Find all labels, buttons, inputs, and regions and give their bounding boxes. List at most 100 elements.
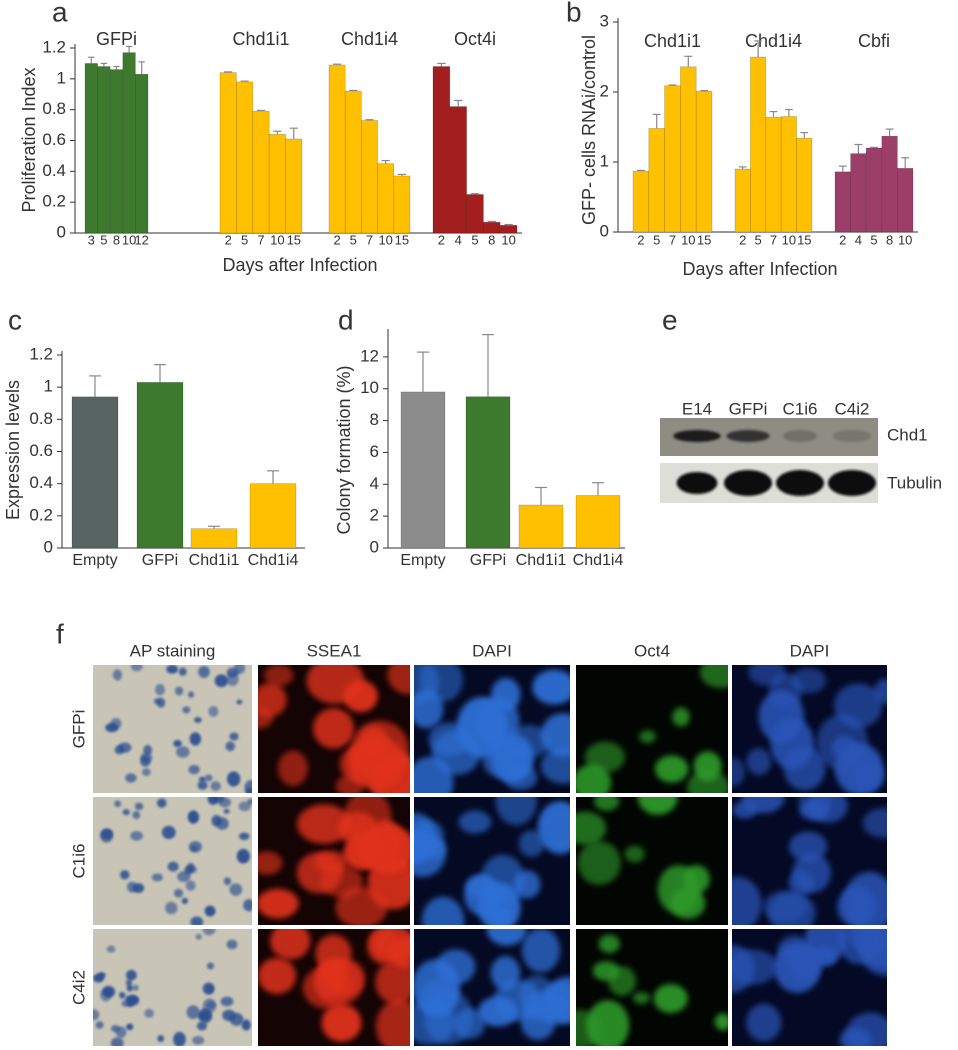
cell-blob <box>414 959 461 1015</box>
cell-blob <box>234 665 246 675</box>
cell-blob <box>632 992 650 1005</box>
image-content <box>414 665 570 793</box>
cell-blob <box>682 865 710 894</box>
group-label: Chd1i4 <box>341 29 398 49</box>
cell-blob <box>428 722 470 757</box>
x-tick-label: 10 <box>270 232 284 247</box>
image-content <box>258 665 410 793</box>
cell-blob <box>453 1008 486 1040</box>
cell-blob <box>223 808 230 814</box>
cell-blob <box>119 991 126 999</box>
error-bar <box>273 130 282 135</box>
bar <box>249 483 297 549</box>
image-content <box>732 929 887 1046</box>
x-tick-label: 10 <box>782 232 796 247</box>
x-tick-label: 8 <box>886 232 893 247</box>
cell-blob <box>375 999 410 1046</box>
blot-row-label: Tubulin <box>887 473 942 492</box>
cell-blob <box>687 769 728 793</box>
cell-blob <box>226 672 239 687</box>
cell-blob <box>226 939 238 950</box>
cell-blob <box>465 874 494 899</box>
error-bar <box>100 62 108 67</box>
cell-blob <box>193 717 202 723</box>
column-header: DAPI <box>472 641 512 660</box>
y-tick-label: 0.4 <box>29 473 53 492</box>
y-tick-label: 2 <box>370 506 379 525</box>
cell-blob <box>388 937 410 969</box>
error-bar <box>535 486 547 505</box>
group-label: Chd1i1 <box>644 31 701 51</box>
error-bar <box>208 525 220 529</box>
cell-blob <box>495 797 537 826</box>
blot-band <box>726 430 770 442</box>
blot-band <box>676 471 718 495</box>
x-tick-label: 2 <box>839 232 846 247</box>
bar <box>850 153 867 233</box>
y-tick-label: 1.2 <box>42 37 66 56</box>
bar <box>897 168 914 233</box>
cell-blob <box>153 698 162 705</box>
cell-blob <box>624 845 645 863</box>
cell-blob <box>506 725 551 758</box>
cell-blob <box>238 801 251 812</box>
cell-blob <box>126 1023 134 1031</box>
x-tick-label: 5 <box>100 232 107 247</box>
x-tick-label: 7 <box>669 232 676 247</box>
error-bar <box>636 169 645 172</box>
lane-label: E14 <box>682 399 712 418</box>
cell-blob <box>98 972 106 978</box>
cell-blob <box>520 1003 556 1040</box>
cell-blob <box>206 984 214 994</box>
cell-blob <box>126 984 133 992</box>
panel-label: b <box>566 0 582 27</box>
cell-blob <box>198 776 206 782</box>
error-bar <box>349 89 358 92</box>
cell-blob <box>258 851 283 875</box>
cell-blob <box>419 665 464 703</box>
cell-blob <box>225 741 236 752</box>
cell-blob <box>491 677 521 712</box>
error-bar <box>289 127 298 139</box>
cell-blob <box>95 1021 104 1029</box>
x-axis-title: Days after Infection <box>222 255 377 275</box>
cell-blob <box>592 961 620 981</box>
cell-blob <box>521 929 561 973</box>
x-axis-title: Days after Infection <box>682 259 837 279</box>
cell-blob <box>210 781 221 791</box>
image-content <box>576 797 710 919</box>
cell-blob <box>178 667 187 676</box>
error-bar <box>88 56 95 64</box>
x-tick-label: 2 <box>739 232 746 247</box>
cell-blob <box>112 669 123 681</box>
x-tick-label: 2 <box>438 232 445 247</box>
bar <box>750 56 767 233</box>
cell-blob <box>114 800 122 808</box>
cell-blob <box>229 732 239 741</box>
y-tick-label: 0 <box>44 537 53 556</box>
y-tick-label: 3 <box>600 11 609 30</box>
cell-blob <box>100 828 113 840</box>
x-tick-label: 4 <box>455 232 462 247</box>
x-tick-label: 5 <box>471 232 478 247</box>
cell-blob <box>185 880 196 891</box>
cell-blob <box>125 773 137 783</box>
cell-blob <box>699 665 728 688</box>
bar <box>648 128 665 233</box>
image-content <box>732 665 887 793</box>
group-label: Cbfi <box>858 31 890 51</box>
bar <box>122 52 136 234</box>
cell-blob <box>202 929 216 936</box>
bar <box>664 85 681 233</box>
cell-blob <box>110 1037 124 1046</box>
x-tick-label: 8 <box>113 232 120 247</box>
cell-blob <box>773 941 821 993</box>
cell-blob <box>843 871 887 925</box>
cell-blob <box>387 665 410 695</box>
cell-blob <box>161 825 176 840</box>
cell-blob <box>653 984 688 1014</box>
y-axis-title: Colony formation (%) <box>334 365 354 534</box>
cell-blob <box>315 934 352 974</box>
cell-blob <box>638 730 656 744</box>
error-bar <box>870 146 878 148</box>
